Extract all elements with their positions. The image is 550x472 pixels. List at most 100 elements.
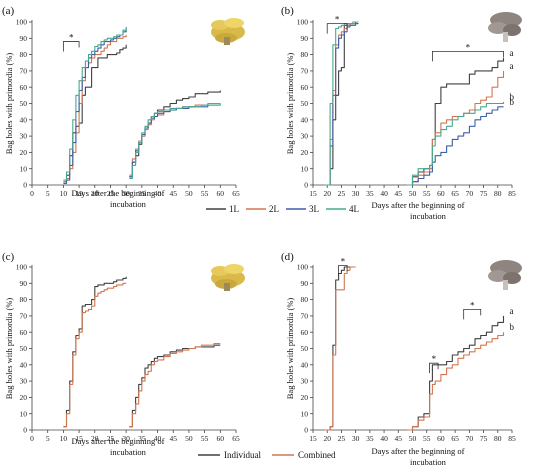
legend-item-4L: 4L xyxy=(326,204,359,214)
panel-label: (d) xyxy=(281,251,294,263)
legend-bottom: Individual Combined xyxy=(198,450,336,460)
y-tick-label: 90 xyxy=(20,279,28,288)
series-line-combined xyxy=(324,266,505,431)
y-tick-label: 100 xyxy=(297,263,309,272)
y-axis-label: Bag holes with primordia (%) xyxy=(285,298,295,400)
x-tick-label: 80 xyxy=(494,189,502,198)
yellow-oyster-mushroom-photo-icon xyxy=(211,18,245,45)
legend-label: Combined xyxy=(298,450,336,460)
significance-label: * xyxy=(470,300,475,310)
y-tick-label: 40 xyxy=(20,115,28,124)
x-tick-label: 40 xyxy=(154,189,162,198)
significance-bracket xyxy=(62,41,80,52)
y-tick-label: 20 xyxy=(301,148,309,157)
panel-label: (a) xyxy=(2,5,15,17)
x-tick-label: 40 xyxy=(154,434,162,443)
group-letter-label: b xyxy=(509,322,514,332)
x-tick-label: 45 xyxy=(395,189,403,198)
y-axis-label: Bag holes with primordia (%) xyxy=(4,53,14,155)
x-tick-label: 50 xyxy=(185,189,193,198)
significance-bracket xyxy=(338,264,348,276)
x-axis-label: Days after the beginning of incubation xyxy=(372,446,465,467)
y-tick-label: 90 xyxy=(301,279,309,288)
x-tick-label: 75 xyxy=(480,189,488,198)
x-tick-label: 25 xyxy=(107,189,115,198)
legend-item-3L: 3L xyxy=(286,204,319,214)
y-tick-label: 90 xyxy=(301,34,309,43)
x-tick-label: 85 xyxy=(508,189,516,198)
x-tick-label: 25 xyxy=(338,189,346,198)
y-tick-label: 70 xyxy=(301,67,309,76)
y-tick-label: 80 xyxy=(301,295,309,304)
x-tick-label: 50 xyxy=(409,434,417,443)
legend-label: Individual xyxy=(224,450,261,460)
panel-label: (b) xyxy=(281,5,294,17)
y-tick-label: 10 xyxy=(20,409,28,418)
legend-item-2L: 2L xyxy=(246,204,279,214)
significance-label: * xyxy=(341,256,346,266)
y-tick-label: 100 xyxy=(297,18,309,27)
yellow-oyster-mushroom-photo-icon xyxy=(211,264,245,291)
legend-item-1L: 1L xyxy=(206,204,239,214)
legend-label: 1L xyxy=(229,204,239,214)
y-axis-label: Bag holes with primordia (%) xyxy=(285,53,295,155)
y-tick-label: 50 xyxy=(301,344,309,353)
x-axis-label: Days after the beginning of incubation xyxy=(72,436,165,457)
y-tick-label: 90 xyxy=(20,34,28,43)
y-tick-label: 10 xyxy=(20,164,28,173)
panel-d: (d) 0 10 20 30 40 50 60 70 80 90 100 15 20 25 30 35 40 45… xyxy=(281,251,522,467)
significance-bracket xyxy=(429,362,439,374)
x-tick-label: 80 xyxy=(494,434,502,443)
x-tick-label: 20 xyxy=(91,189,99,198)
series-line-3l xyxy=(63,28,221,184)
y-tick-label: 80 xyxy=(20,295,28,304)
y-tick-label: 60 xyxy=(20,328,28,337)
y-tick-label: 60 xyxy=(20,83,28,92)
panel-label: (c) xyxy=(2,251,15,263)
grey-oyster-mushroom-photo-icon xyxy=(488,12,522,42)
y-tick-label: 0 xyxy=(304,181,308,190)
legend-item-combined: Combined xyxy=(272,450,336,460)
y-tick-label: 50 xyxy=(301,99,309,108)
x-tick-label: 10 xyxy=(60,434,68,443)
x-tick-label: 10 xyxy=(60,189,68,198)
significance-bracket xyxy=(463,308,482,320)
y-tick-label: 60 xyxy=(301,83,309,92)
series-line-1l xyxy=(63,44,221,183)
x-tick-label: 60 xyxy=(217,189,225,198)
x-tick-label: 30 xyxy=(352,434,360,443)
y-tick-label: 10 xyxy=(301,409,309,418)
group-letter-label: b xyxy=(509,92,514,102)
x-tick-label: 0 xyxy=(30,189,34,198)
significance-bracket xyxy=(326,23,348,34)
x-tick-label: 30 xyxy=(122,189,130,198)
x-tick-label: 30 xyxy=(122,434,130,443)
y-tick-label: 30 xyxy=(20,377,28,386)
y-tick-label: 100 xyxy=(16,18,28,27)
y-tick-label: 40 xyxy=(301,360,309,369)
series-line-2l xyxy=(63,35,221,183)
y-tick-label: 30 xyxy=(301,132,309,141)
y-tick-label: 50 xyxy=(20,99,28,108)
x-tick-label: 20 xyxy=(323,189,331,198)
grey-oyster-mushroom-photo-icon xyxy=(488,260,522,290)
series-line-3l xyxy=(324,23,504,186)
x-axis-label: Days after the beginning of incubation xyxy=(72,188,165,209)
x-tick-label: 55 xyxy=(423,189,431,198)
x-tick-label: 55 xyxy=(423,434,431,443)
x-tick-label: 5 xyxy=(46,189,50,198)
panel-c: (c) 0 10 20 30 40 50 60 70 80 90 100 0 5 10 15 20 25 30 35… xyxy=(2,251,245,457)
x-tick-label: 60 xyxy=(217,434,225,443)
y-tick-label: 0 xyxy=(304,426,308,435)
x-tick-label: 35 xyxy=(138,434,146,443)
significance-label: * xyxy=(432,354,437,364)
x-tick-label: 20 xyxy=(91,434,99,443)
y-tick-label: 70 xyxy=(20,312,28,321)
y-tick-label: 20 xyxy=(301,393,309,402)
x-tick-label: 65 xyxy=(451,189,459,198)
y-tick-label: 70 xyxy=(20,67,28,76)
y-tick-label: 30 xyxy=(301,377,309,386)
y-axis-label: Bag holes with primordia (%) xyxy=(4,298,14,400)
series-line-4l xyxy=(63,26,221,181)
x-tick-label: 75 xyxy=(480,434,488,443)
